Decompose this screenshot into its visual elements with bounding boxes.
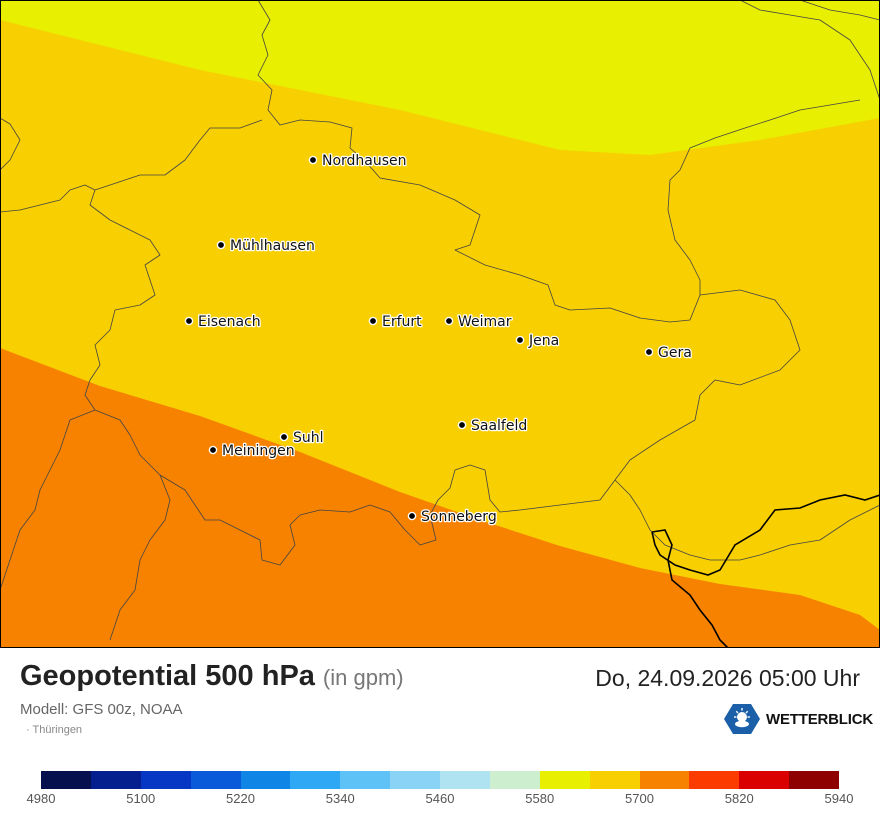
legend-swatch [390,771,440,789]
legend-swatch [739,771,790,789]
city-marker[interactable]: Sonneberg [407,508,498,526]
legend-swatch [240,771,291,789]
legend-tick-label: 5100 [126,791,156,806]
city-marker[interactable]: Gera [644,344,693,362]
city-dot [279,432,289,442]
map[interactable]: Nordhausen Mühlhausen Eisenach Erfurt Weimar… [0,0,880,648]
wetterblick-logo[interactable]: WETTERBLICK [724,703,873,735]
legend-swatch [140,771,191,789]
logo-text: WETTERBLICK [766,710,873,728]
legend-swatch [41,771,91,789]
color-legend [41,771,839,789]
legend-tick-label: 5460 [425,791,455,806]
legend-swatch [539,771,590,789]
city-marker[interactable]: Erfurt [368,313,423,331]
city-dot [308,155,318,165]
legend-swatch [290,771,341,789]
city-label: Erfurt [382,314,422,330]
city-label: Eisenach [198,314,261,330]
legend-swatch [639,771,690,789]
legend-swatch [440,771,490,789]
city-dot [515,335,525,345]
sun-cloud-icon [724,704,760,734]
city-label: Jena [528,333,559,349]
model-info: Modell: GFS 00z, NOAA [20,701,183,718]
legend-swatch [190,771,241,789]
region-label: · Thüringen [26,724,83,736]
city-marker[interactable]: Mühlhausen [216,237,316,255]
city-label: Gera [658,345,692,361]
field-band-5700 [0,348,880,648]
city-marker[interactable]: Saalfeld [457,417,529,435]
city-marker[interactable]: Suhl [279,429,325,447]
city-dot [184,316,194,326]
city-marker[interactable]: Nordhausen [308,152,408,170]
legend-tick-label: 5340 [325,791,355,806]
legend-swatch [589,771,640,789]
city-dot [457,420,467,430]
city-marker[interactable]: Eisenach [184,313,262,331]
legend-tick-label: 5580 [525,791,555,806]
city-dot [444,316,454,326]
title-unit: (in gpm) [322,665,404,690]
city-dot [407,511,417,521]
city-dot [368,316,378,326]
legend-tick-label: 4980 [26,791,56,806]
title-text: Geopotential 500 hPa [20,660,315,692]
city-label: Suhl [293,430,324,446]
city-label: Sonneberg [421,509,497,525]
legend-tick-label: 5940 [824,791,854,806]
legend-ticks: 4980 5100 5220 5340 5460 5580 5700 5820 5940 [0,791,880,811]
legend-swatch [489,771,540,789]
city-label: Saalfeld [471,418,527,434]
legend-tick-label: 5700 [625,791,654,806]
boundary-lines [0,0,880,641]
city-marker[interactable]: Weimar [444,313,513,331]
legend-tick-label: 5220 [226,791,255,806]
legend-tick-label: 5820 [724,791,754,806]
city-label: Mühlhausen [230,238,315,254]
legend-swatch [90,771,141,789]
city-dot [208,445,218,455]
field-band-5580 [0,0,880,155]
map-title: Geopotential 500 hPa (in gpm) [20,660,404,693]
city-marker[interactable]: Meiningen [208,442,296,460]
city-label: Weimar [458,314,512,330]
forecast-datetime: Do, 24.09.2026 05:00 Uhr [595,665,860,691]
state-border-east [651,494,880,648]
city-dot [644,347,654,357]
city-marker[interactable]: Jena [515,332,560,350]
legend-swatch [689,771,740,789]
legend-swatch [340,771,391,789]
city-label: Meiningen [222,443,295,459]
city-label: Nordhausen [322,153,407,169]
city-dot [216,240,226,250]
legend-swatch [789,771,839,789]
